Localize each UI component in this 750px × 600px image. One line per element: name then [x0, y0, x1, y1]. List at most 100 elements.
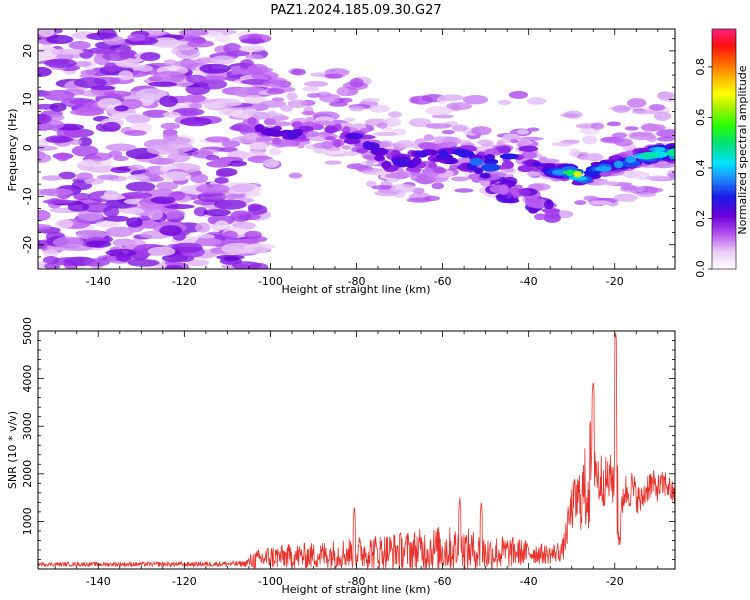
heat-cell [469, 157, 484, 166]
heat-cell [291, 68, 306, 76]
heat-cell [543, 199, 554, 210]
heat-cell [320, 140, 334, 150]
heat-cell [77, 136, 93, 147]
heat-cell [362, 142, 380, 151]
heat-cell [291, 121, 303, 129]
heat-cell [582, 135, 598, 145]
heat-cell [613, 193, 638, 202]
y-tick-label: -10 [21, 187, 34, 205]
heat-cell [263, 118, 276, 126]
x-tick-label: -20 [606, 575, 624, 588]
heat-cell [127, 174, 149, 180]
heat-cell [116, 253, 132, 262]
heat-cell [148, 81, 178, 87]
heat-cell [451, 124, 468, 132]
heat-cell [68, 40, 91, 50]
colorbar-axis: 0.0 0.2 0.4 0.6 0.8 [694, 58, 712, 278]
heat-cell [324, 73, 343, 79]
heat-cell [259, 100, 287, 108]
spectrogram-panel: -140 -120 -100 -80 -60 -40 -20 20 10 0 -10 -20 Hei… [6, 28, 676, 296]
heat-cell [373, 131, 398, 137]
spectrogram-heat [38, 29, 675, 269]
heat-cell [433, 167, 447, 174]
heat-cell [41, 175, 63, 181]
heat-cell [338, 97, 353, 103]
heat-cell [495, 193, 508, 200]
heat-cell [288, 172, 303, 179]
heat-cell [653, 111, 672, 121]
heat-cell [388, 111, 402, 118]
heat-cell [410, 95, 434, 105]
heat-cell [67, 202, 89, 212]
heat-cell [260, 128, 280, 136]
heat-cell [164, 264, 184, 269]
heat-cell [541, 162, 555, 169]
heat-cell [446, 102, 473, 111]
heat-cell [645, 175, 671, 181]
heat-cell [538, 156, 549, 164]
heat-cell [103, 190, 119, 200]
heat-cell [161, 253, 188, 263]
heat-cell [428, 161, 437, 170]
heat-cell [199, 63, 231, 74]
y-tick-label: 20 [21, 44, 34, 58]
heat-cell [97, 97, 122, 110]
heat-cell [349, 77, 364, 88]
heat-cell [142, 109, 170, 118]
heat-cell [324, 160, 342, 165]
heat-cell [159, 225, 183, 236]
heat-cell [419, 142, 437, 151]
heat-cell [159, 95, 178, 108]
heat-cell [280, 104, 294, 112]
heat-cell [598, 180, 620, 186]
heat-cell [324, 135, 336, 141]
heat-cell [272, 137, 282, 145]
x-tick-label: -140 [86, 575, 111, 588]
heat-cell [301, 110, 316, 116]
heat-cell [656, 129, 675, 138]
spectrogram-y-axis: 20 10 0 -10 -20 [21, 38, 675, 270]
heat-cell [247, 117, 257, 126]
heat-cell [425, 123, 452, 129]
heat-cell [230, 210, 252, 222]
heat-cell [185, 74, 207, 84]
heat-cell [266, 88, 285, 95]
heat-cell [319, 94, 342, 103]
heat-cell [167, 152, 191, 163]
heat-cell [179, 29, 209, 37]
heat-cell [473, 167, 484, 175]
snr-series-line [38, 332, 675, 569]
x-tick-label: -120 [172, 575, 197, 588]
heat-cell [52, 257, 86, 266]
heat-cell [526, 97, 547, 105]
heat-cell [102, 121, 121, 132]
heat-cell [415, 150, 429, 158]
y-tick-label: 3000 [21, 412, 34, 440]
heat-cell [392, 160, 412, 166]
heat-cell [190, 173, 208, 183]
heat-cell [341, 145, 352, 150]
heat-cell [85, 240, 112, 248]
heat-cell [127, 259, 160, 267]
heat-cell [198, 79, 228, 90]
x-tick-label: -100 [258, 575, 283, 588]
heat-cell [438, 150, 449, 157]
x-tick-label: -20 [606, 275, 624, 288]
heat-cell [518, 139, 530, 147]
heat-cell [656, 136, 675, 142]
heat-cell [551, 142, 574, 147]
heat-cell [508, 90, 529, 99]
heat-cell [113, 156, 129, 162]
heat-cell [45, 34, 74, 45]
heat-cell [613, 160, 624, 169]
heat-cell [449, 164, 460, 170]
heat-cell [348, 106, 366, 112]
heat-cell [58, 171, 76, 180]
y-tick-label: 0 [21, 144, 34, 151]
heat-cell [636, 192, 657, 198]
heat-cell [583, 195, 599, 202]
x-tick-label: -80 [348, 275, 366, 288]
heat-cell [249, 142, 268, 150]
heat-cell [105, 226, 134, 238]
